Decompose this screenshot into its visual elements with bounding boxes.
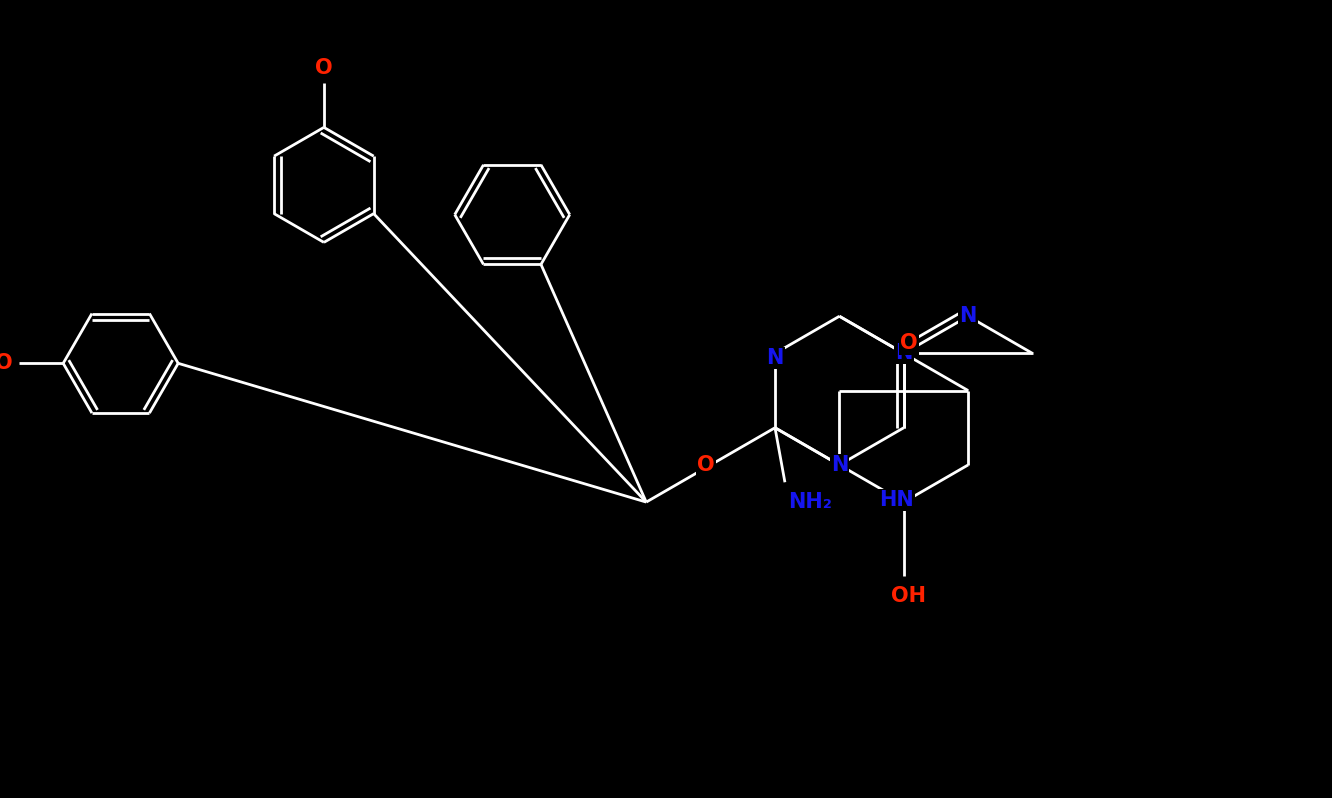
Text: O: O bbox=[697, 455, 714, 475]
Text: N: N bbox=[831, 455, 848, 475]
Text: OH: OH bbox=[891, 587, 926, 606]
Text: N: N bbox=[959, 306, 976, 326]
Text: NH₂: NH₂ bbox=[787, 492, 831, 512]
Text: N: N bbox=[766, 349, 783, 369]
Text: O: O bbox=[0, 354, 12, 373]
Text: HN: HN bbox=[879, 490, 914, 510]
Text: O: O bbox=[316, 58, 333, 78]
Text: O: O bbox=[900, 334, 918, 354]
Text: N: N bbox=[895, 343, 912, 363]
